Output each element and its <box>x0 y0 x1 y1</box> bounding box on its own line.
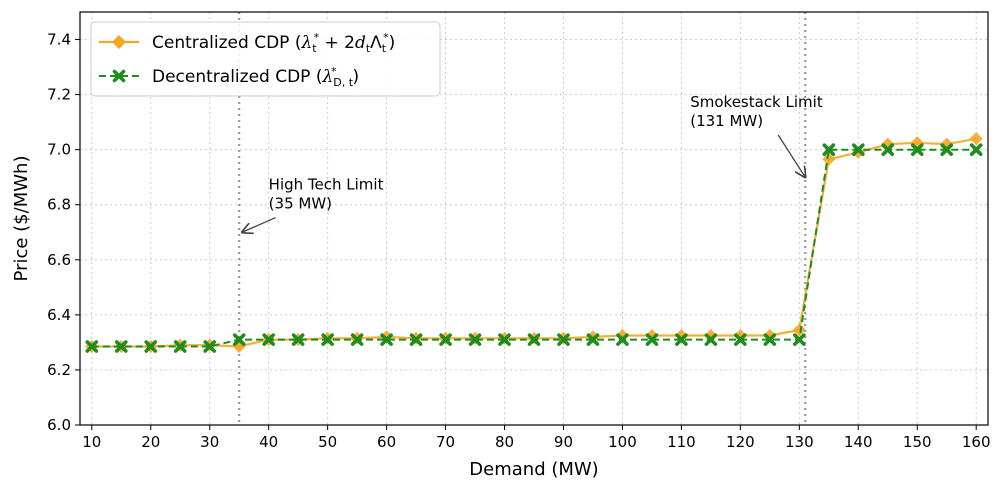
x-tick-label: 50 <box>318 433 337 451</box>
decentralized-point <box>498 333 511 346</box>
annotation-title: Smokestack Limit <box>690 93 823 111</box>
x-tick-label: 100 <box>608 433 637 451</box>
x-axis-title: Demand (MW) <box>469 459 598 480</box>
annotation-arrow <box>777 134 805 177</box>
x-tick-label: 60 <box>377 433 396 451</box>
y-tick-label: 6.4 <box>47 306 71 324</box>
x-tick-label: 110 <box>667 433 696 451</box>
x-tick-label: 90 <box>554 433 573 451</box>
decentralized-point <box>409 333 423 346</box>
x-tick-label: 150 <box>903 433 932 451</box>
decentralized-point <box>291 333 305 346</box>
decentralized-point <box>763 333 777 346</box>
x-tick-label: 70 <box>436 433 455 451</box>
decentralized-point <box>851 143 865 156</box>
decentralized-point <box>468 333 482 346</box>
decentralized-point <box>144 340 158 353</box>
annotation-value: (131 MW) <box>690 112 763 130</box>
y-tick-label: 6.6 <box>47 251 71 269</box>
decentralized-point <box>645 333 659 346</box>
y-axis-title: Price ($/MWh) <box>11 156 32 282</box>
decentralized-point <box>616 333 629 346</box>
legend: Centralized CDP (λt* + 2dtΛt*) Decentrali… <box>90 21 441 97</box>
legend-decentralized-label: Decentralized CDP (λD, t*) <box>152 65 359 89</box>
y-tick-label: 6.0 <box>47 416 71 434</box>
centralized-point <box>969 132 983 146</box>
legend-centralized-label: Centralized CDP (λt* + 2dtΛt*) <box>152 31 395 55</box>
x-tick-label: 30 <box>200 433 219 451</box>
x-tick-label: 10 <box>82 433 101 451</box>
annotation-title: High Tech Limit <box>269 176 384 194</box>
decentralized-point <box>262 333 275 346</box>
centralized-line <box>91 137 977 348</box>
x-tick-label: 130 <box>785 433 814 451</box>
x-tick-label: 40 <box>259 433 278 451</box>
y-tick-label: 6.2 <box>47 361 71 379</box>
decentralized-point <box>586 333 600 346</box>
legend-centralized-marker <box>112 35 126 49</box>
x-tick-label: 140 <box>844 433 873 451</box>
y-tick-label: 7.4 <box>47 31 71 49</box>
annotations: High Tech Limit(35 MW) Smokestack Limit(1… <box>242 93 823 232</box>
decentralized-point <box>85 340 99 353</box>
decentralized-point <box>350 333 364 346</box>
decentralized-point <box>439 333 452 346</box>
decentralized-point <box>969 143 983 156</box>
decentralized-point <box>822 143 836 156</box>
y-tick-label: 6.8 <box>47 196 71 214</box>
decentralized-point <box>527 333 541 346</box>
decentralized-point <box>321 333 334 346</box>
axis-ticks: 10 20 30 40 50 60 70 80 90 100 110 120 130 140 150 160 6… <box>47 31 990 451</box>
decentralized-point <box>881 143 895 156</box>
decentralized-point <box>203 340 217 353</box>
decentralized-point <box>793 333 806 346</box>
decentralized-point <box>380 333 393 346</box>
y-tick-label: 7.0 <box>47 141 71 159</box>
decentralized-point <box>232 333 246 346</box>
decentralized-line <box>91 148 977 348</box>
x-tick-label: 120 <box>726 433 755 451</box>
series <box>85 132 983 354</box>
decentralized-point <box>734 333 747 346</box>
annotation-arrow <box>242 216 276 233</box>
decentralized-point <box>557 333 570 346</box>
centralized-point <box>822 152 836 166</box>
decentralized-point <box>704 333 718 346</box>
legend-box <box>90 21 441 97</box>
decentralized-point <box>675 333 688 346</box>
x-tick-label: 20 <box>141 433 160 451</box>
x-tick-label: 160 <box>962 433 991 451</box>
decentralized-point <box>173 340 187 353</box>
decentralized-point <box>940 143 954 156</box>
y-tick-label: 7.2 <box>47 86 71 104</box>
decentralized-point <box>910 143 924 156</box>
legend-decentralized-marker <box>112 69 126 83</box>
decentralized-point <box>114 340 128 353</box>
centralized-point <box>792 323 806 337</box>
plot-frame <box>79 11 989 426</box>
annotation-value: (35 MW) <box>269 195 332 213</box>
x-tick-label: 80 <box>495 433 514 451</box>
